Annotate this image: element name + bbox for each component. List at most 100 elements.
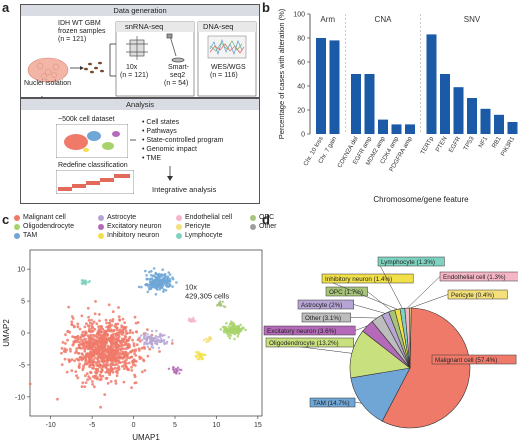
cell-point <box>83 325 87 329</box>
cell-point <box>28 382 32 386</box>
cell-point <box>85 372 89 375</box>
cell-point <box>150 273 153 277</box>
cell-point <box>104 318 108 322</box>
data-generation-box <box>20 4 260 98</box>
cell-point <box>127 361 131 365</box>
cell-point <box>94 338 97 341</box>
cell-point <box>219 304 222 307</box>
cell-point <box>180 368 183 372</box>
bullet-item: • TME <box>142 155 162 162</box>
slice-label-box <box>377 256 445 267</box>
cell-point <box>117 360 121 363</box>
cell-point <box>162 290 165 293</box>
cell-point <box>133 315 137 319</box>
cell-point <box>120 324 124 328</box>
cell-point <box>152 337 156 340</box>
cell-point <box>194 320 197 323</box>
cell-point <box>115 343 119 347</box>
cell-point <box>225 328 228 331</box>
cell-point <box>80 314 84 318</box>
cell-point <box>128 331 132 334</box>
cell-point <box>115 326 119 329</box>
slice-label: Inhibitory neuron (1.4%) <box>325 276 392 283</box>
cell-point <box>88 337 92 341</box>
bar <box>391 124 402 134</box>
cell-point <box>138 339 142 343</box>
cell-point <box>162 288 166 291</box>
cell-point <box>86 306 90 310</box>
cell-point <box>97 330 101 334</box>
cell-point <box>88 279 91 283</box>
cell-point <box>201 357 204 360</box>
slice-label: Lymphocyte (1.3%) <box>381 259 435 266</box>
leader-line <box>377 261 403 309</box>
cell-point <box>119 356 123 360</box>
y-tick-label: 0 <box>21 331 25 338</box>
cell-point <box>82 281 86 285</box>
cell-point <box>129 350 133 354</box>
cell-point <box>134 381 138 384</box>
cell-point <box>82 364 85 368</box>
nuclei-isolation-label: Nuclei isolation <box>24 80 72 87</box>
cell-point <box>82 344 86 348</box>
bar <box>351 74 361 134</box>
cell-point <box>157 346 161 350</box>
cell-point <box>91 363 94 367</box>
cell-point <box>150 269 153 273</box>
cell-point <box>111 348 115 351</box>
cell-point <box>150 286 153 289</box>
dna-header: DNA-seq <box>203 22 234 31</box>
cell-point <box>132 358 136 361</box>
cell-point <box>99 330 103 334</box>
cell-point <box>126 352 130 355</box>
cell-point <box>75 357 79 361</box>
cell-point <box>194 351 198 354</box>
cell-point <box>94 350 98 354</box>
cell-point <box>101 340 105 344</box>
y-tick-label: 0 <box>301 132 305 139</box>
cell-point <box>76 376 80 380</box>
cell-point <box>91 383 94 386</box>
cell-point <box>163 342 166 346</box>
cell-point <box>148 270 151 274</box>
cell-point <box>218 301 222 305</box>
cell-point <box>90 318 93 322</box>
cell-point <box>147 285 150 288</box>
cell-point <box>164 289 168 292</box>
cell-point <box>100 359 104 363</box>
cell-point <box>71 343 75 347</box>
cell-point <box>139 356 143 360</box>
cell-point <box>93 360 97 364</box>
cell-point <box>244 328 247 332</box>
cell-point <box>161 273 164 277</box>
x-tick-label: TERTp <box>419 135 435 156</box>
cell-point <box>227 325 231 328</box>
cell-point <box>215 304 219 307</box>
cell-point <box>73 325 76 329</box>
cell-point <box>81 352 84 356</box>
cell-point <box>103 329 107 333</box>
cell-point <box>94 367 98 371</box>
cell-point <box>146 345 150 348</box>
dna-box <box>197 21 257 97</box>
cell-point <box>159 340 162 344</box>
cell-point <box>111 318 115 321</box>
cell-point <box>206 338 210 341</box>
bar <box>453 87 464 134</box>
cell-point <box>155 338 159 342</box>
bar <box>329 40 340 134</box>
cell-point <box>92 358 95 362</box>
cell-point <box>82 366 85 370</box>
cell-point <box>77 346 81 350</box>
smart-label-2: seq2 <box>170 72 186 79</box>
cell-point <box>171 339 174 342</box>
cell-point <box>161 284 164 288</box>
cell-point <box>84 374 87 378</box>
cell-point <box>111 310 115 314</box>
cell-point <box>98 345 102 349</box>
cell-point <box>209 337 212 341</box>
cell-point <box>118 319 122 322</box>
cell-point <box>114 370 118 373</box>
cell-point <box>150 282 154 285</box>
tenx-count: (n = 121) <box>120 72 149 79</box>
